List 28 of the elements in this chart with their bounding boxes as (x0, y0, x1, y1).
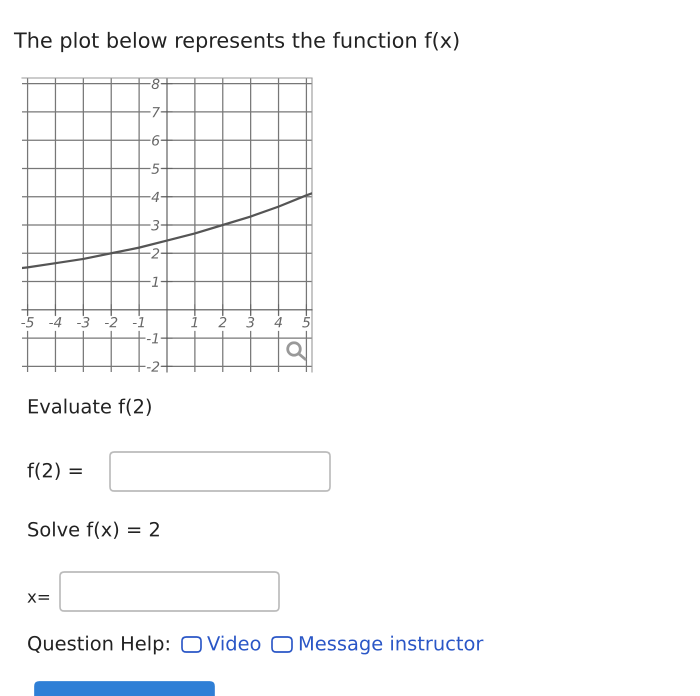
chart-title: The plot below represents the function f(x) (14, 32, 458, 52)
text: x= (27, 593, 50, 603)
x-tick-label: 4 (274, 317, 282, 328)
y-tick-label: -1 (146, 333, 158, 344)
x-tick-label: -2 (104, 316, 118, 328)
y-tick-label: 4 (151, 192, 160, 202)
text: Evaluate f(2) (28, 398, 151, 416)
y-tick-label: 2 (151, 248, 160, 259)
text: Video (207, 636, 260, 651)
text: Solve f(x) = 2 (28, 522, 159, 539)
x-tick-label: -1 (132, 317, 144, 328)
y-tick-label: 7 (152, 107, 160, 118)
x-tick-label: -4 (49, 317, 62, 328)
y-tick-label: 5 (151, 164, 160, 174)
y-tick-label: 1 (152, 276, 158, 287)
x-tick-label: 3 (246, 316, 254, 328)
text: Message instructor (300, 636, 484, 654)
x-tick-label: -3 (77, 316, 90, 328)
y-tick-label: -2 (146, 361, 160, 372)
x-tick-label: -5 (21, 317, 34, 328)
x-tick-label: 5 (302, 317, 310, 328)
text: Question Help: (28, 636, 169, 654)
y-tick-label: 3 (151, 220, 160, 230)
y-tick-label: 6 (152, 135, 160, 146)
x-tick-label: 1 (191, 317, 198, 328)
y-tick-label: 8 (152, 78, 160, 90)
x-tick-label: 2 (218, 316, 226, 328)
text: f(2) = (27, 462, 82, 480)
